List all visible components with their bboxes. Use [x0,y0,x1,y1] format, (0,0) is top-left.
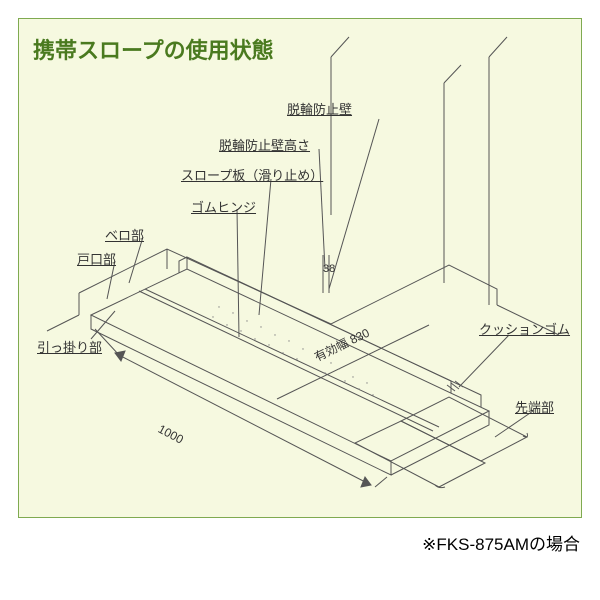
label-hikkake: 引っ掛り部 [37,337,102,356]
label-gum-hinge: ゴムヒンジ [191,197,256,216]
dim-38: 38 [323,263,335,275]
label-cushion: クッションゴム [479,319,570,338]
label-bero: ベロ部 [105,225,144,244]
diagram-frame: 携帯スロープの使用状態 [18,18,582,518]
label-sentan: 先端部 [515,397,554,416]
label-toguchi: 戸口部 [77,249,116,268]
slope-diagram [19,19,583,519]
footnote: ※FKS-875AMの場合 [422,530,580,555]
label-datsurin-height: 脱輪防止壁高さ [219,135,310,154]
label-datsurin-wall: 脱輪防止壁 [287,99,352,118]
label-slope-plate: スロープ板（滑り止め） [181,165,323,184]
